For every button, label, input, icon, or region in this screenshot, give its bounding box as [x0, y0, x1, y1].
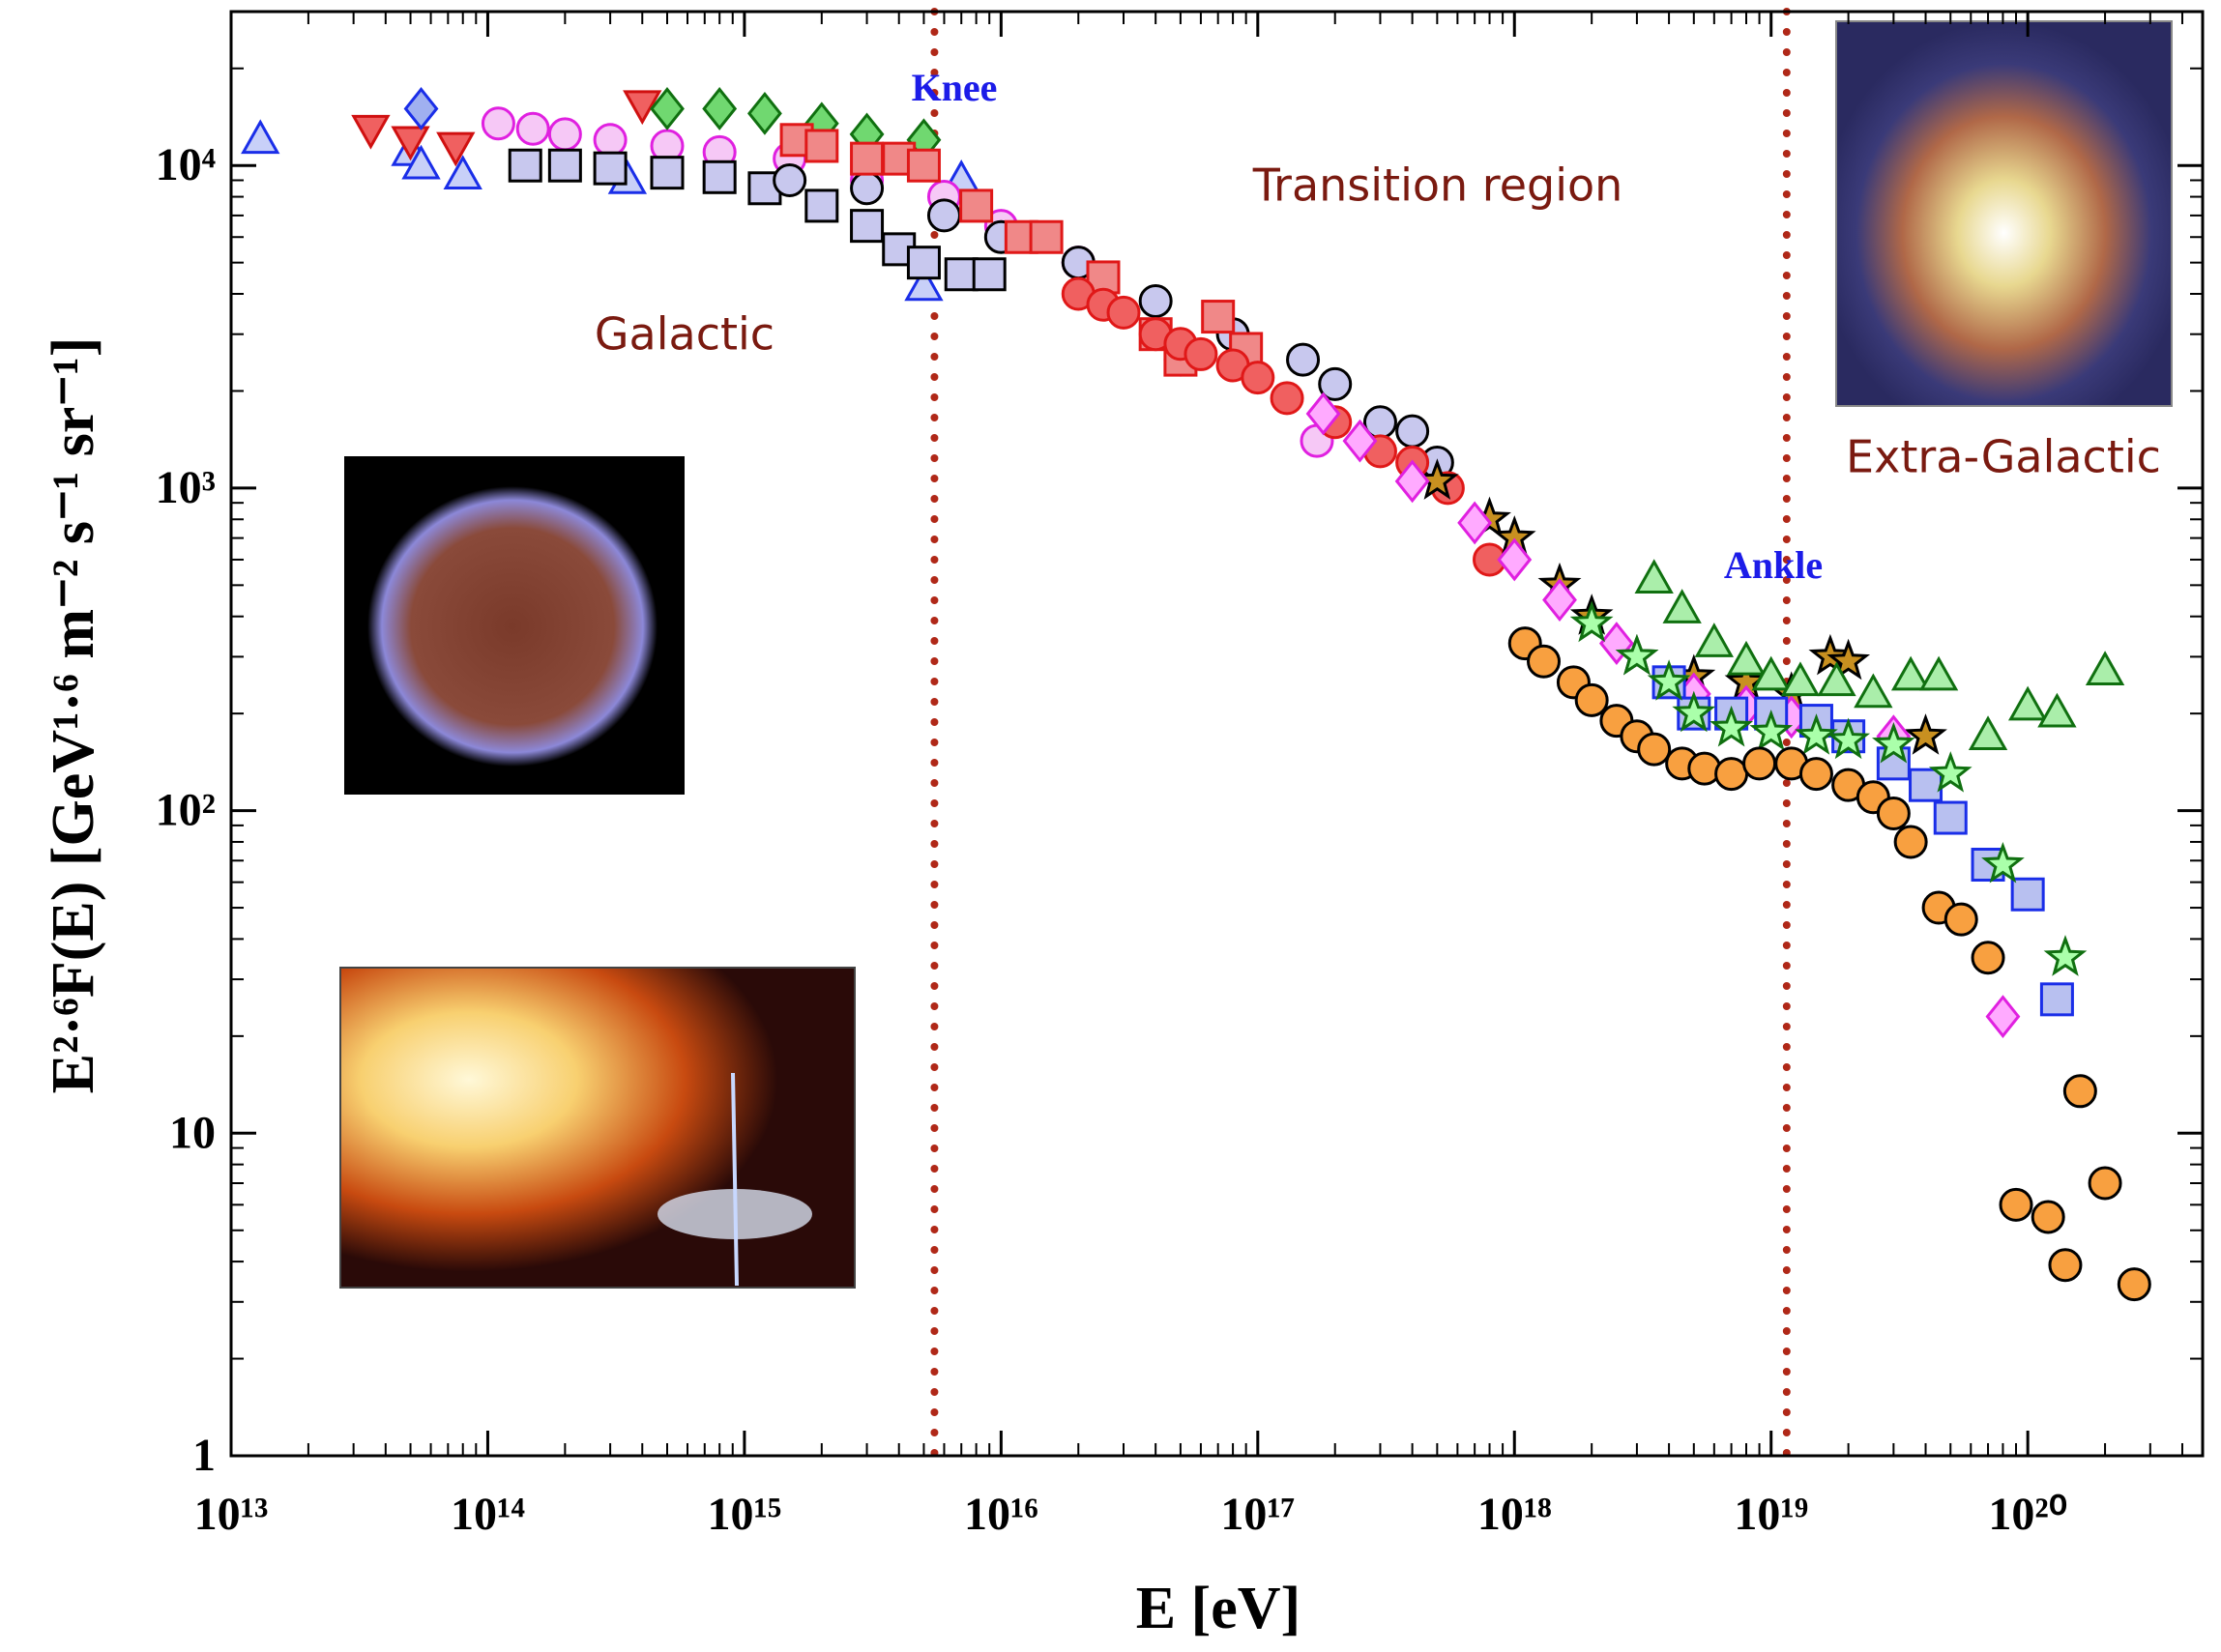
data-point	[1729, 644, 1763, 674]
x-tick-label: 10¹⁵	[708, 1489, 782, 1540]
data-point	[1744, 748, 1775, 779]
annotation: Ankle	[1724, 543, 1823, 587]
data-point	[2001, 1189, 2031, 1220]
series	[1308, 394, 2019, 1036]
series	[406, 89, 437, 128]
x-tick-label: 10²⁰	[1988, 1489, 2067, 1540]
data-point	[806, 190, 837, 221]
data-point	[1911, 769, 1942, 800]
binary-image	[340, 968, 855, 1288]
data-point	[354, 116, 388, 146]
data-point	[595, 153, 626, 184]
data-point	[2048, 940, 2084, 973]
y-tick-label: 10²	[156, 785, 216, 836]
annotation: Extra-Galactic	[1846, 431, 2161, 483]
data-point	[704, 161, 735, 192]
y-axis-title: E²·⁶F(E) [GeV¹·⁶ m⁻² s⁻¹ sr⁻¹]	[41, 337, 106, 1094]
data-point	[1716, 759, 1747, 790]
data-point	[1637, 562, 1671, 592]
data-point	[2041, 984, 2072, 1015]
agn-image	[1836, 21, 2172, 406]
data-point	[549, 119, 580, 150]
data-point	[406, 89, 437, 128]
data-point	[1895, 826, 1926, 857]
x-tick-label: 10¹⁸	[1477, 1489, 1552, 1540]
data-point	[482, 108, 513, 139]
x-tick-label: 10¹⁹	[1734, 1489, 1808, 1540]
x-tick-label: 10¹⁴	[451, 1489, 525, 1540]
data-point	[2050, 1250, 2081, 1281]
data-point	[2089, 1168, 2120, 1199]
data-point	[2032, 1202, 2063, 1232]
data-point	[1271, 383, 1302, 414]
data-point	[974, 259, 1005, 290]
data-point	[806, 130, 837, 161]
annotation: Galactic	[595, 308, 774, 361]
data-point	[908, 247, 939, 278]
data-point	[928, 200, 959, 231]
data-point	[2011, 689, 2045, 719]
data-point	[244, 122, 278, 152]
data-point	[774, 164, 805, 195]
data-point	[1971, 718, 2004, 748]
data-point	[1856, 676, 1890, 706]
data-point	[852, 211, 883, 242]
data-point	[2012, 879, 2043, 910]
data-point	[852, 143, 883, 174]
data-point	[749, 94, 780, 132]
data-point	[1031, 221, 1062, 252]
annotation: Transition region	[1252, 159, 1623, 212]
data-point	[1665, 592, 1699, 622]
data-point	[1878, 798, 1909, 829]
data-point	[1529, 646, 1560, 677]
inset-images	[340, 21, 2172, 1288]
annotation: Knee	[912, 66, 998, 109]
data-point	[439, 133, 473, 163]
data-point	[1203, 302, 1234, 333]
data-point	[517, 113, 548, 144]
data-point	[946, 259, 977, 290]
data-point	[1108, 297, 1139, 328]
chart: 10¹³ 10¹⁴ 10¹⁵ 10¹⁶ 10¹⁷ 10¹⁸ 10¹⁹ 10²⁰ 1 10 10² 10…	[0, 0, 2221, 1652]
data-point	[1800, 759, 1831, 790]
data-point	[510, 150, 541, 181]
data-point	[1576, 684, 1607, 715]
data-point	[1185, 338, 1216, 369]
y-tick-label: 10	[169, 1107, 216, 1158]
data-point	[595, 125, 626, 156]
data-point	[704, 89, 735, 128]
snr-shell	[367, 486, 658, 767]
data-point	[1922, 659, 1956, 689]
y-tick-label: 10⁴	[156, 139, 216, 190]
data-point	[2064, 1076, 2095, 1107]
data-point	[1397, 416, 1428, 447]
data-point	[1242, 362, 1273, 393]
x-tick-label: 10¹³	[194, 1489, 269, 1540]
data-point	[2040, 696, 2074, 726]
x-axis-title: E [eV]	[1136, 1576, 1300, 1641]
data-point	[1945, 904, 1976, 935]
data-point	[1499, 540, 1530, 579]
data-point	[2088, 653, 2121, 683]
data-point	[1973, 942, 2003, 973]
data-point	[1987, 998, 2018, 1036]
data-point	[1935, 802, 1966, 833]
data-point	[1140, 285, 1171, 316]
data-point	[1697, 625, 1731, 655]
data-point	[852, 173, 883, 204]
data-point	[2119, 1269, 2149, 1300]
data-point	[549, 150, 580, 181]
data-point	[1908, 718, 1943, 752]
y-tick-label: 10³	[156, 462, 216, 513]
data-point	[961, 190, 992, 221]
y-tick-label: 1	[192, 1430, 216, 1481]
data-point	[1288, 344, 1319, 375]
data-point	[908, 150, 939, 181]
data-point	[1639, 734, 1670, 765]
x-tick-label: 10¹⁷	[1220, 1489, 1295, 1540]
series	[1063, 278, 1505, 575]
data-point	[446, 158, 480, 188]
data-point	[652, 158, 683, 188]
x-tick-label: 10¹⁶	[964, 1489, 1038, 1540]
